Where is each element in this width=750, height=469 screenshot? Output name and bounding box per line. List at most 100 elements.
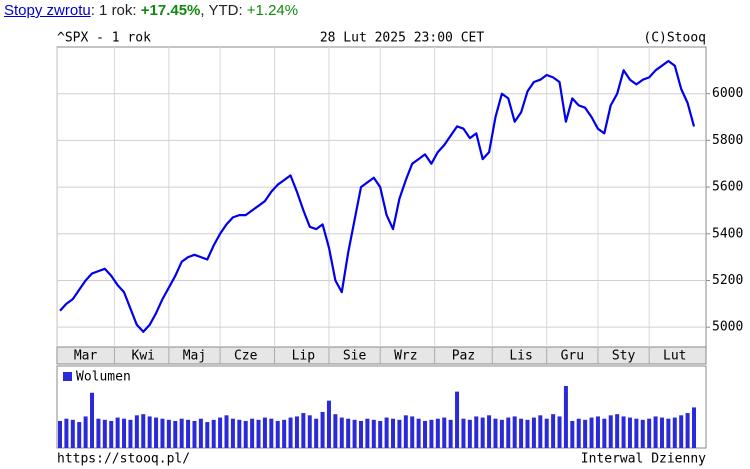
volume-bar [326,400,331,448]
volume-bar [237,419,242,448]
volume-bar [314,418,319,448]
volume-bar [544,418,549,448]
x-tick-label: Mar [74,349,98,364]
volume-bar [583,419,588,448]
volume-bar [128,419,133,448]
volume-bar [102,419,107,448]
volume-bar [352,419,357,448]
volume-bar [90,392,95,448]
volume-bar [685,413,690,448]
volume-bar [627,417,632,448]
volume-bar [525,419,530,448]
volume-bar [250,418,255,448]
x-tick-label: Sie [343,349,367,364]
x-tick-label: Lut [663,349,686,364]
source: (C)Stooq [643,31,706,46]
volume-bar [448,419,453,448]
volume-bar [160,418,165,448]
volume-bar [358,420,363,448]
volume-bar [455,391,460,448]
x-tick-label: Lip [292,349,316,364]
volume-bar [647,418,652,448]
volume-bar [621,416,626,448]
volume-bar [378,420,383,448]
volume-bar [692,407,696,448]
volume-bar [576,418,581,448]
volume-bar [109,420,114,448]
volume-bar [410,416,415,448]
volume-bar [307,415,312,448]
volume-bar [512,416,517,448]
volume-bar [224,415,229,448]
y-tick-label: 5200 [712,273,743,288]
volume-bar [320,411,325,448]
volume-bar [230,418,235,448]
volume-bar [487,415,492,448]
volume-bar [288,417,293,448]
volume-bar [640,419,645,448]
volume-bar [403,415,408,448]
y-tick-label: 5000 [712,320,743,335]
chart-subtitle: 28 Lut 2025 23:00 CET [320,31,485,46]
legend-swatch [63,372,72,381]
volume-bar [365,418,370,448]
return-1y: +17.45% [140,2,201,19]
volume-bar [557,416,562,448]
price-line [59,59,696,333]
volume-bar [634,418,639,448]
volume-bar [166,419,171,448]
x-tick-label: Maj [183,349,206,364]
volume-bar [589,417,594,448]
volume-bar [147,416,152,448]
volume-bar [493,418,498,448]
volume-bar [211,419,216,448]
volume-bar [506,417,511,448]
volume-bar [256,419,261,448]
volume-bar [115,417,120,448]
volume-bar [595,416,600,448]
volume-bar [301,413,306,448]
volume-bar [429,419,434,448]
volume-bar [659,417,664,448]
header-text: : 1 rok: [90,2,141,19]
volume-bar [615,414,620,448]
volume-bar [294,416,299,448]
volume-bar [218,417,223,448]
volume-bar [282,419,287,448]
volume-bar [134,415,139,448]
volume-bar [141,414,146,448]
x-tick-label: Sty [612,349,636,364]
return-ytd: +1.24% [246,2,299,19]
volume-bar [275,420,280,448]
volume-bar [83,416,88,448]
volume-bar [173,420,178,448]
volume-bar [608,415,613,448]
volume-bar [96,418,101,448]
volume-bar [461,418,466,448]
volume-bar [563,386,568,448]
volume-bar [384,417,389,448]
y-tick-label: 5800 [712,133,743,148]
returns-link[interactable]: Stopy zwrotu [4,2,91,19]
volume-bar [531,417,536,448]
volume-bar [154,417,159,448]
footer-url: https://stooq.pl/ [57,452,190,467]
volume-bar [192,420,197,448]
x-tick-label: Kwi [132,349,155,364]
chart-title: ^SPX - 1 rok [57,31,151,46]
x-tick-label: Wrz [394,349,417,364]
volume-bar [442,417,447,448]
x-tick-label: Lis [509,349,532,364]
volume-bar [397,419,402,448]
volume-bar [602,418,607,448]
volume-bar [538,415,543,448]
volume-bar [480,417,485,448]
header: Stopy zwrotu: 1 rok: +17.45%, YTD: +1.24… [4,2,298,19]
volume-bar [416,418,421,448]
volume-bar [198,418,203,448]
volume-bar [551,414,556,448]
x-tick-label: Gru [561,349,584,364]
legend-label: Wolumen [76,370,131,385]
